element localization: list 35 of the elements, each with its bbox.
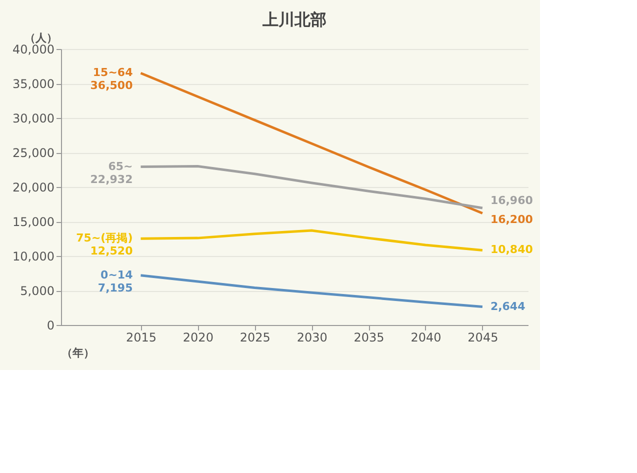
x-axis-title: （年） [62, 346, 94, 360]
x-tick-label: 2030 [296, 330, 328, 344]
y-tick-label: 35,000 [12, 77, 54, 91]
y-tick-label: 15,000 [12, 215, 54, 229]
line-series [139, 274, 484, 308]
x-tick-label: 2045 [468, 330, 498, 344]
series-label: 75~(再掲) [76, 232, 133, 245]
data-label: 2,644 [490, 300, 526, 313]
y-tick-label: 20,000 [12, 180, 54, 194]
y-tick-label: 40,000 [12, 42, 54, 56]
y-tick-label: 30,000 [12, 112, 54, 126]
line-series [139, 229, 484, 252]
x-tick-label: 2025 [240, 330, 270, 344]
data-label: 7,195 [98, 281, 133, 294]
chart-title: 上川北部 [262, 10, 326, 29]
y-tick-label: 0 [46, 318, 54, 332]
y-tick-label: 10,000 [12, 250, 54, 264]
y-tick-label: 25,000 [12, 146, 54, 160]
x-tick-label: 2020 [182, 330, 214, 344]
line-series [139, 165, 484, 210]
line-series [139, 72, 484, 214]
data-label: 36,500 [90, 79, 134, 92]
series-label: 0~14 [100, 268, 134, 282]
data-label: 22,932 [90, 172, 133, 186]
y-axis-title: （人） [24, 32, 58, 44]
series-label: 15~64 [92, 66, 134, 80]
x-tick-label: 2040 [410, 330, 442, 344]
data-label: 12,520 [90, 244, 134, 258]
x-tick-label: 2035 [354, 330, 384, 344]
y-tick-label: 5,000 [20, 284, 54, 298]
data-label: 16,960 [490, 194, 534, 207]
series-label: 65~ [108, 160, 133, 173]
data-label: 16,200 [490, 213, 534, 226]
x-tick-label: 2015 [126, 330, 157, 344]
data-label: 10,840 [490, 243, 534, 256]
